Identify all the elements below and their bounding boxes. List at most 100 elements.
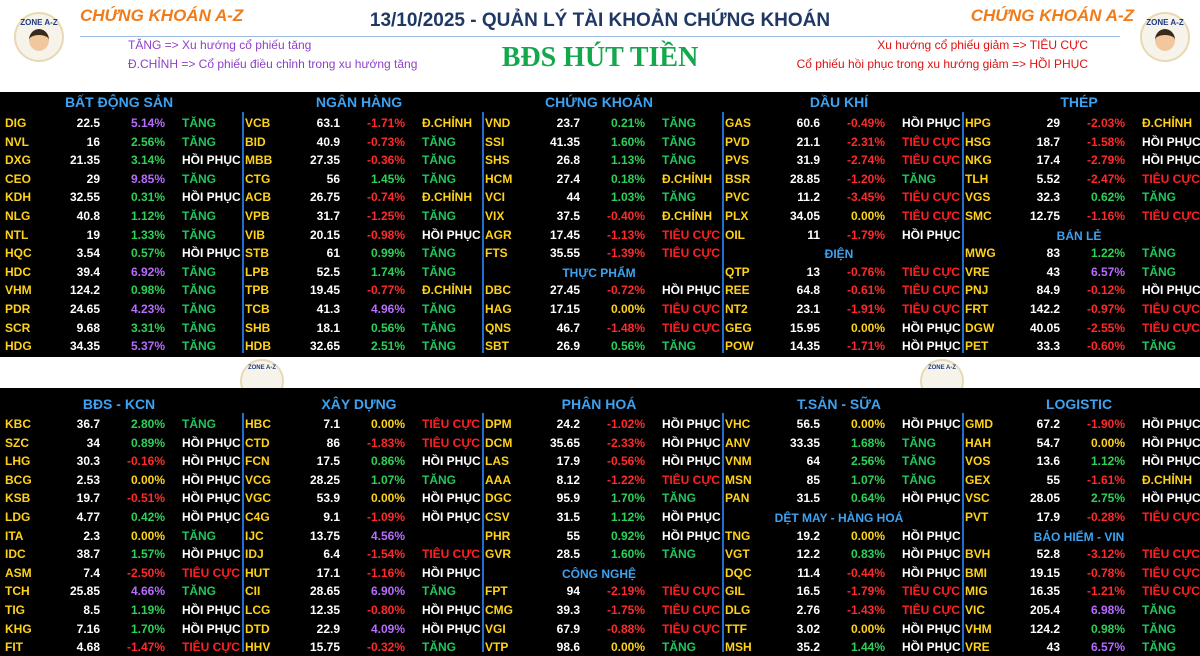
price: 16.5: [796, 584, 820, 599]
stock-code: LDG: [5, 510, 31, 524]
status: TĂNG: [662, 640, 696, 655]
status: TIÊU CỰC: [1142, 565, 1200, 580]
price: 17.5: [316, 454, 340, 469]
stock-code: TPB: [245, 283, 269, 298]
stock-code: HUT: [245, 565, 270, 580]
price: 17.1: [316, 565, 340, 580]
price: 64: [806, 454, 820, 469]
price: 32.65: [309, 339, 340, 354]
change: 0.00%: [1090, 435, 1125, 450]
price: 20.15: [309, 227, 340, 242]
status: TĂNG: [422, 302, 456, 316]
change: 0.00%: [610, 302, 645, 316]
price: 28.85: [789, 171, 820, 186]
status: TĂNG: [1142, 621, 1176, 636]
stock-code: PDR: [5, 302, 31, 316]
price: 31.5: [556, 510, 580, 524]
price: 26.75: [309, 190, 340, 205]
stock-code: VCG: [245, 472, 272, 487]
status: HỒI PHỤC: [182, 190, 241, 205]
status: TĂNG: [182, 116, 216, 130]
price: 37.5: [556, 209, 580, 223]
change: 1.22%: [1090, 246, 1125, 261]
price: 7.16: [76, 621, 100, 636]
price: 5.52: [1036, 171, 1060, 186]
stock-code: CTD: [245, 435, 270, 450]
change: -0.61%: [846, 283, 885, 298]
price: 39.4: [76, 264, 100, 279]
change: -2.50%: [126, 565, 165, 580]
status: TĂNG: [422, 472, 456, 487]
stock-code: HAH: [965, 435, 991, 450]
price: 22.5: [76, 116, 100, 130]
price: 30.3: [76, 454, 100, 469]
change: 1.45%: [370, 171, 405, 186]
price: 34: [86, 435, 100, 450]
stock-code: VOS: [965, 454, 991, 469]
status: TIÊU CỰC: [182, 565, 240, 580]
stock-code: GVR: [485, 547, 512, 562]
change: -2.33%: [606, 435, 645, 450]
change: 2.51%: [370, 339, 405, 354]
group-title: THÉP: [1060, 94, 1098, 110]
price: 18.7: [1036, 134, 1060, 149]
group-title: DẦU KHÍ: [809, 94, 869, 110]
stock-code: DLG: [725, 603, 751, 617]
change: 0.00%: [130, 528, 165, 543]
change: -1.71%: [366, 116, 405, 130]
change: -1.20%: [846, 171, 885, 186]
status: HỒI PHỤC: [662, 435, 721, 450]
price: 31.5: [796, 491, 820, 506]
stock-code: HQC: [5, 246, 32, 261]
status: TĂNG: [422, 339, 456, 354]
legend-up: TĂNG => Xu hướng cổ phiếu tăng: [128, 38, 312, 52]
change: -0.97%: [1086, 302, 1125, 316]
stock-code: VSC: [965, 491, 990, 506]
change: 9.85%: [130, 171, 165, 186]
change: 4.09%: [370, 621, 405, 636]
change: 1.19%: [130, 603, 165, 617]
price: 28.5: [556, 547, 580, 562]
stock-code: AGR: [485, 227, 512, 242]
price: 31.9: [796, 153, 820, 168]
price: 28.65: [309, 584, 340, 599]
change: -1.02%: [606, 417, 645, 431]
stock-code: TTF: [725, 621, 747, 636]
status: TĂNG: [422, 171, 456, 186]
change: -1.13%: [606, 227, 645, 242]
status: HỒI PHỤC: [422, 621, 481, 636]
stock-code: HDG: [5, 339, 32, 354]
status: TĂNG: [422, 640, 456, 655]
change: 0.92%: [610, 528, 645, 543]
status: TĂNG: [182, 283, 216, 298]
change: 2.56%: [850, 454, 885, 469]
stock-code: CII: [245, 584, 261, 599]
status: HỒI PHỤC: [182, 435, 241, 450]
price: 41.3: [316, 302, 340, 316]
price: 124.2: [69, 283, 100, 298]
stock-code: STB: [245, 246, 269, 261]
change: 2.80%: [130, 417, 165, 431]
change: 0.83%: [850, 547, 885, 562]
stock-code: ITA: [5, 528, 24, 543]
change: 1.13%: [610, 153, 645, 168]
status: TĂNG: [182, 417, 216, 431]
status: HỒI PHỤC: [662, 417, 721, 431]
price: 33.35: [789, 435, 820, 450]
price: 13.6: [1036, 454, 1060, 469]
change: 0.00%: [850, 320, 885, 335]
price: 22.9: [316, 621, 340, 636]
price: 205.4: [1029, 603, 1060, 617]
stock-code: VNM: [725, 454, 752, 469]
stock-code: GMD: [965, 417, 993, 431]
price: 43: [1046, 640, 1060, 655]
legend-recover: Cổ phiếu hồi phục trong xu hướng giảm =>…: [796, 57, 1088, 71]
stock-code: SCR: [5, 320, 31, 335]
price: 35.65: [549, 435, 580, 450]
status: HỒI PHỤC: [182, 472, 241, 487]
status: TIÊU CỰC: [902, 264, 960, 279]
header-line: [80, 36, 1120, 37]
header-bg: [0, 0, 1200, 92]
price: 35.55: [549, 246, 580, 261]
